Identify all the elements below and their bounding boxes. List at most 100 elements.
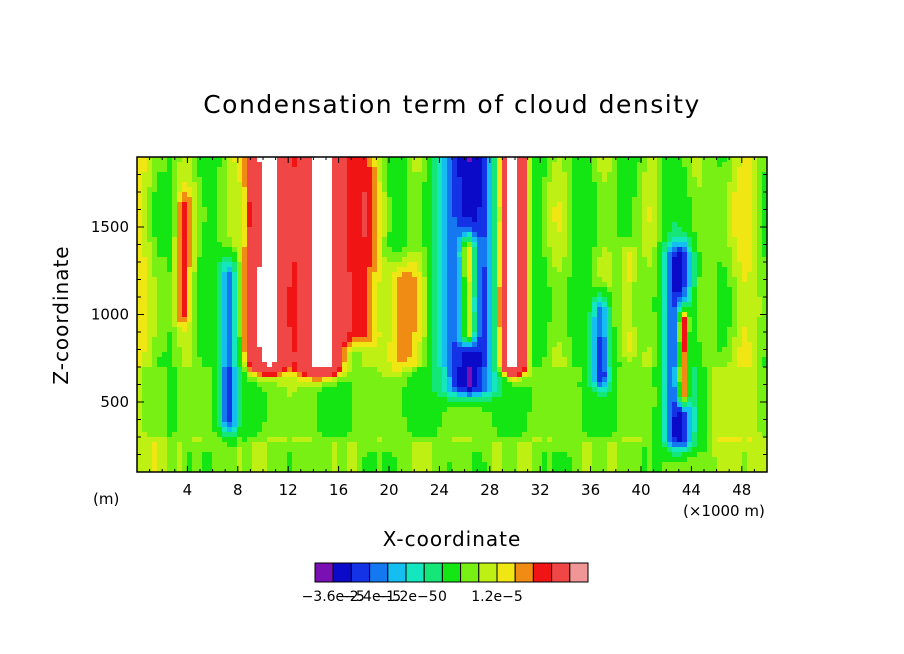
heatmap-cell (342, 207, 348, 213)
heatmap-cell (257, 297, 263, 303)
heatmap-cell (502, 332, 508, 338)
heatmap-cell (637, 257, 643, 263)
heatmap-cell (377, 307, 383, 313)
heatmap-cell (642, 242, 648, 248)
heatmap-cell (672, 302, 678, 308)
heatmap-cell (587, 212, 593, 218)
heatmap-cell (452, 202, 458, 208)
heatmap-cell (397, 292, 403, 298)
heatmap-cell (437, 302, 443, 308)
heatmap-cell (407, 272, 413, 278)
heatmap-cell (432, 167, 438, 173)
heatmap-cell (477, 312, 483, 318)
heatmap-cell (672, 222, 678, 228)
heatmap-cell (247, 172, 253, 178)
heatmap-cell (657, 267, 663, 273)
heatmap-cell (582, 242, 588, 248)
heatmap-cell (477, 267, 483, 273)
heatmap-cell (217, 197, 223, 203)
heatmap-cell (617, 342, 623, 348)
heatmap-cell (337, 197, 343, 203)
heatmap-cell (747, 302, 753, 308)
heatmap-cell (652, 297, 658, 303)
heatmap-cell (697, 342, 703, 348)
heatmap-cell (207, 182, 213, 188)
heatmap-cell (647, 187, 653, 193)
heatmap-cell (357, 347, 363, 353)
heatmap-cell (152, 242, 158, 248)
heatmap-cell (512, 292, 518, 298)
heatmap-cell (382, 167, 388, 173)
heatmap-cell (557, 172, 563, 178)
heatmap-cell (642, 297, 648, 303)
heatmap-cell (522, 202, 528, 208)
heatmap-cell (237, 272, 243, 278)
heatmap-cell (282, 222, 288, 228)
heatmap-cell (217, 177, 223, 183)
heatmap-cell (237, 317, 243, 323)
heatmap-cell (672, 267, 678, 273)
heatmap-cell (477, 222, 483, 228)
heatmap-cell (257, 182, 263, 188)
heatmap-cell (507, 347, 513, 353)
heatmap-cell (377, 332, 383, 338)
heatmap-cell (497, 192, 503, 198)
heatmap-cell (517, 217, 523, 223)
heatmap-cell (407, 237, 413, 243)
heatmap-cell (162, 347, 168, 353)
heatmap-cell (587, 197, 593, 203)
heatmap-cell (682, 162, 688, 168)
heatmap-cell (192, 282, 198, 288)
heatmap-cell (692, 267, 698, 273)
heatmap-cell (307, 192, 313, 198)
heatmap-cell (502, 272, 508, 278)
heatmap-cell (467, 327, 473, 333)
heatmap-cell (457, 232, 463, 238)
heatmap-cell (212, 172, 218, 178)
heatmap-cell (222, 322, 228, 328)
heatmap-cell (307, 282, 313, 288)
heatmap-cell (202, 202, 208, 208)
heatmap-cell (677, 342, 683, 348)
heatmap-cell (452, 267, 458, 273)
heatmap-cell (317, 202, 323, 208)
heatmap-cell (442, 222, 448, 228)
heatmap-cell (697, 202, 703, 208)
heatmap-cell (277, 202, 283, 208)
heatmap-cell (252, 297, 258, 303)
heatmap-cell (382, 222, 388, 228)
heatmap-cell (497, 237, 503, 243)
heatmap-cell (567, 302, 573, 308)
heatmap-cell (367, 272, 373, 278)
heatmap-cell (622, 347, 628, 353)
heatmap-cell (267, 287, 273, 293)
heatmap-cell (617, 322, 623, 328)
heatmap-cell (622, 317, 628, 323)
heatmap-cell (592, 342, 598, 348)
heatmap-cell (357, 237, 363, 243)
heatmap-cell (227, 322, 233, 328)
heatmap-cell (657, 192, 663, 198)
heatmap-cell (422, 322, 428, 328)
heatmap-cell (742, 312, 748, 318)
heatmap-cell (262, 197, 268, 203)
heatmap-cell (507, 307, 513, 313)
heatmap-cell (362, 312, 368, 318)
heatmap-cell (487, 272, 493, 278)
heatmap-cell (357, 307, 363, 313)
heatmap-cell (612, 177, 618, 183)
heatmap-cell (347, 282, 353, 288)
heatmap-cell (597, 197, 603, 203)
heatmap-cell (422, 292, 428, 298)
heatmap-cell (407, 222, 413, 228)
heatmap-cell (727, 262, 733, 268)
heatmap-cell (617, 292, 623, 298)
heatmap-cell (502, 232, 508, 238)
heatmap-cell (692, 207, 698, 213)
heatmap-cell (652, 207, 658, 213)
heatmap-cell (232, 352, 238, 358)
heatmap-cell (267, 267, 273, 273)
heatmap-cell (587, 277, 593, 283)
heatmap-cell (287, 222, 293, 228)
heatmap-cell (562, 222, 568, 228)
